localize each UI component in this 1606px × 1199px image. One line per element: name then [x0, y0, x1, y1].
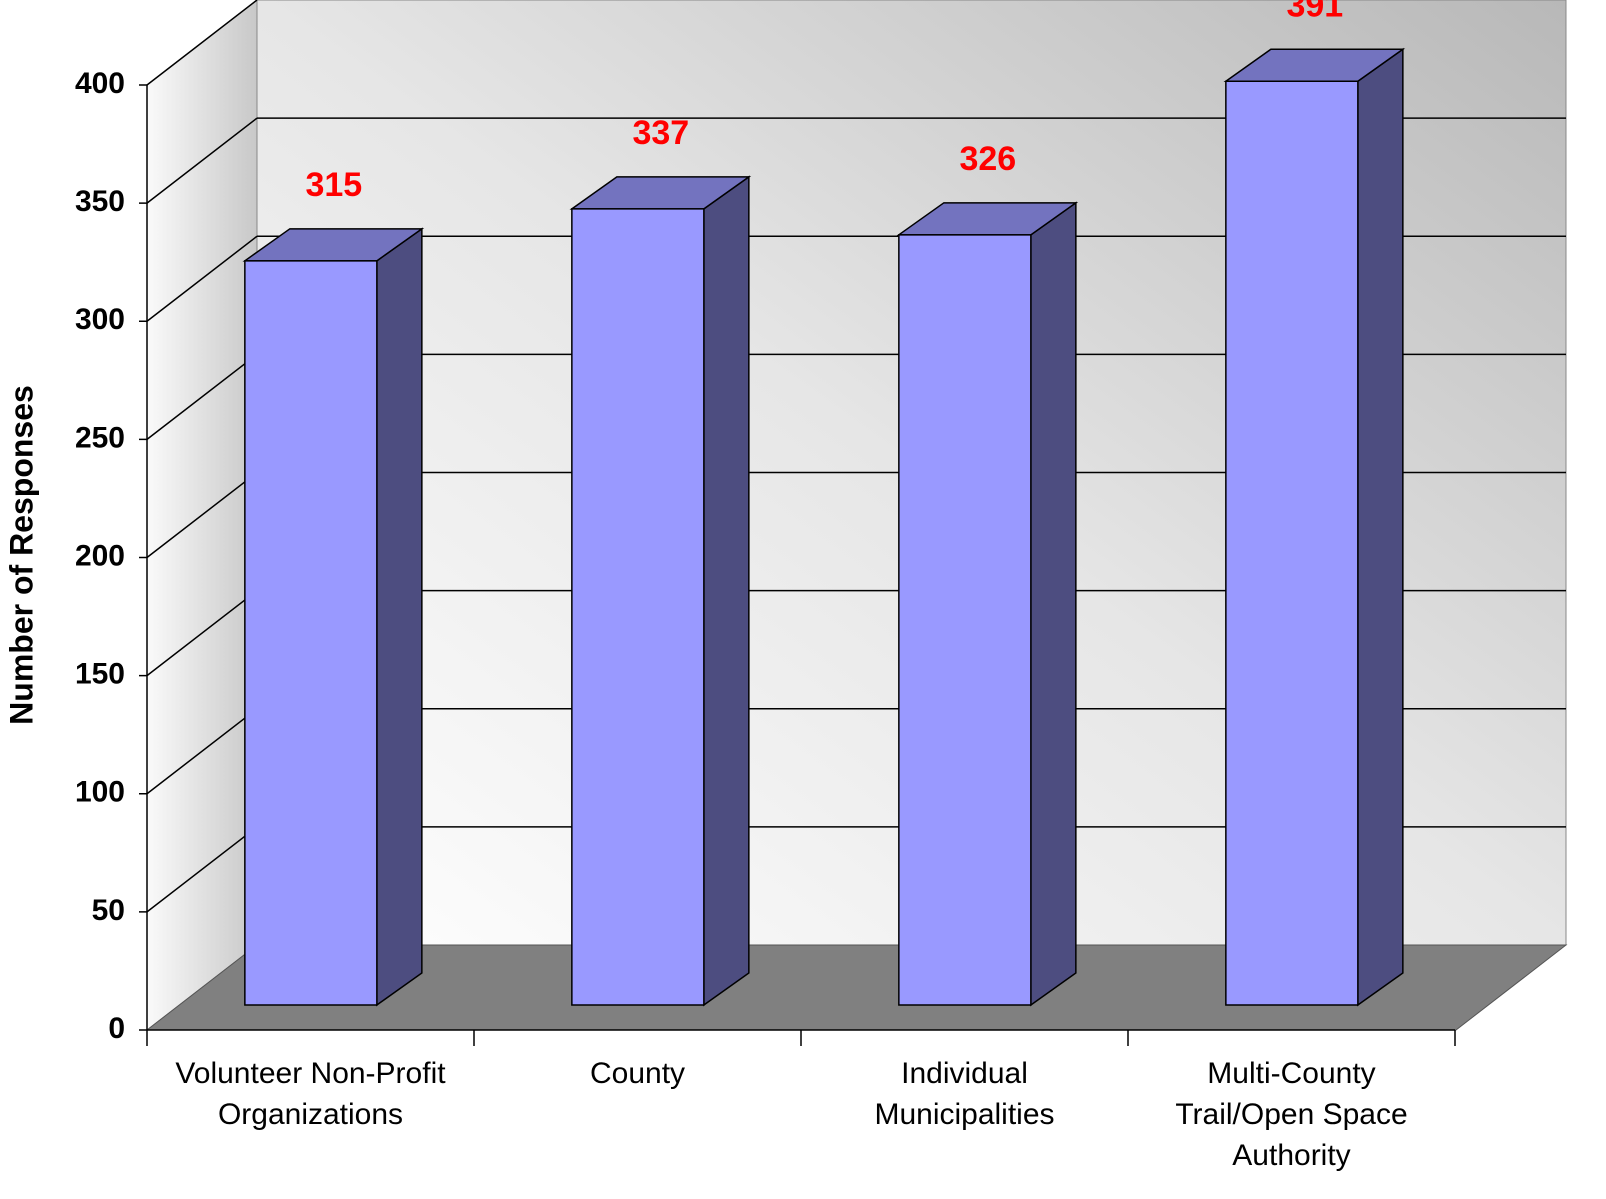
grid-line	[146, 826, 258, 913]
bar-front	[1225, 80, 1359, 1006]
y-axis-title: Number of Responses	[3, 385, 39, 725]
bar-side	[1030, 201, 1077, 1007]
y-tick-label: 350	[75, 185, 125, 218]
x-tick-label: Volunteer Non-Profit Organizations	[175, 1057, 446, 1131]
x-tick-label: Individual Municipalities	[874, 1057, 1055, 1131]
bar	[569, 175, 752, 1007]
y-tick-label: 50	[92, 894, 125, 927]
y-tick-label: 250	[75, 421, 125, 454]
y-tick-label: 200	[75, 539, 125, 572]
grid-line	[146, 117, 258, 204]
bar	[242, 227, 425, 1007]
bar-side	[1357, 47, 1404, 1007]
y-tick-label: 150	[75, 658, 125, 691]
grid-line	[146, 708, 258, 795]
grid-line	[146, 0, 258, 86]
grid-line	[146, 590, 258, 677]
y-tick-label: 0	[108, 1012, 125, 1045]
y-tick-label: 400	[75, 67, 125, 100]
data-label: 315	[305, 166, 362, 204]
bar-front	[571, 208, 705, 1006]
bar	[1223, 47, 1406, 1007]
grid-line	[146, 471, 258, 559]
y-tick-label: 300	[75, 303, 125, 336]
bar-side	[703, 175, 750, 1007]
y-tick-label: 100	[75, 776, 125, 809]
data-label: 337	[632, 114, 689, 152]
x-tick-label: Multi-County Trail/Open Space Authority	[1175, 1057, 1408, 1172]
bar-side	[376, 227, 423, 1007]
grid-line	[146, 353, 258, 440]
bar-front	[898, 234, 1032, 1006]
bar-front	[244, 260, 378, 1006]
grid-line	[146, 235, 258, 322]
x-tick-label: County	[589, 1057, 686, 1090]
bar	[896, 201, 1079, 1007]
data-label: 391	[1286, 0, 1343, 24]
data-label: 326	[959, 140, 1016, 178]
